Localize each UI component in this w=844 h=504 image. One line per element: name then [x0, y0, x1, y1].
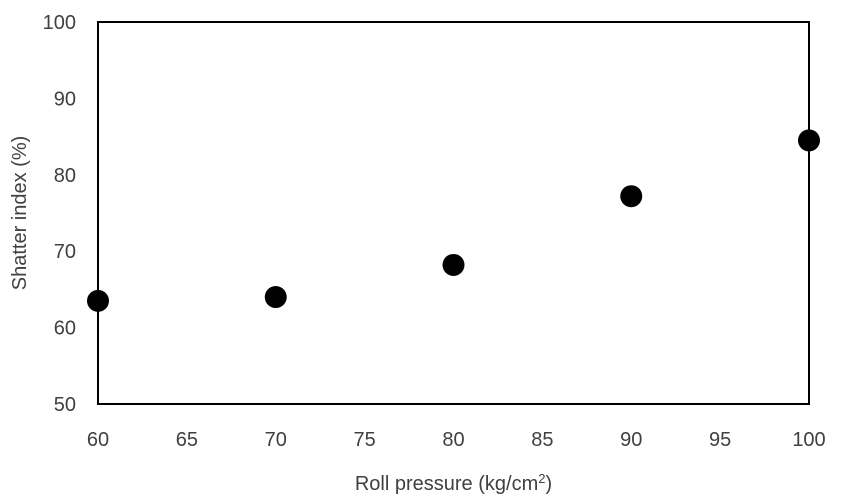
data-point — [87, 289, 109, 312]
x-axis-title-superscript: 2 — [538, 471, 545, 486]
x-tick-label: 65 — [176, 429, 198, 451]
x-tick-label: 85 — [531, 429, 553, 451]
x-tick-label: 100 — [792, 429, 825, 451]
y-tick-label: 50 — [54, 394, 76, 416]
x-axis-title: Roll pressure (kg/cm2) — [355, 471, 552, 496]
y-tick-label: 80 — [54, 165, 76, 187]
y-axis-title: Shatter index (%) — [9, 136, 31, 291]
x-axis-title-main: Roll pressure (kg/cm — [355, 473, 538, 495]
y-tick-label: 60 — [54, 318, 76, 340]
y-tick-labels: 50 60 70 80 90 100 — [43, 12, 76, 416]
x-tick-labels: 60 65 70 75 80 85 90 95 100 — [87, 429, 826, 451]
x-tick-label: 70 — [265, 429, 287, 451]
x-tick-label: 90 — [620, 429, 642, 451]
x-tick-label: 75 — [354, 429, 376, 451]
y-tick-label: 70 — [54, 241, 76, 263]
data-point — [620, 185, 643, 208]
x-tick-label: 95 — [709, 429, 731, 451]
plot-area-frame — [97, 21, 810, 405]
y-tick-label: 100 — [43, 12, 76, 34]
data-point — [264, 286, 287, 309]
x-axis-title-tail: ) — [545, 473, 552, 495]
y-tick-label: 90 — [54, 88, 76, 110]
data-point — [442, 253, 465, 276]
x-tick-label: 60 — [87, 429, 109, 451]
x-tick-label: 80 — [442, 429, 464, 451]
data-points — [87, 129, 820, 312]
data-point — [798, 129, 820, 152]
